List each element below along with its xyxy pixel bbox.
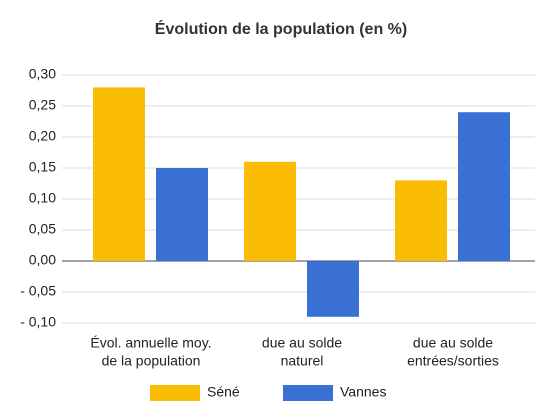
y-tick-label: 0,05 — [29, 221, 56, 237]
y-tick-label: 0,30 — [29, 66, 56, 82]
x-tick-label: entrées/sorties — [407, 353, 499, 369]
bar — [307, 261, 359, 317]
legend-label: Vannes — [340, 384, 386, 400]
legend-label: Séné — [207, 384, 240, 400]
y-tick-label: 0,15 — [29, 159, 56, 175]
bar — [93, 87, 145, 262]
bar — [395, 180, 447, 261]
bar — [458, 112, 510, 261]
x-tick-label: naturel — [281, 353, 324, 369]
x-tick-label: due au solde — [413, 335, 493, 351]
x-tick-label: de la population — [102, 353, 201, 369]
x-tick-label: due au solde — [262, 335, 342, 351]
legend-swatch — [283, 385, 333, 401]
bar — [156, 168, 208, 261]
y-tick-label: 0,25 — [29, 97, 56, 113]
y-tick-label: - 0,10 — [20, 314, 56, 330]
chart-title: Évolution de la population (en %) — [155, 19, 407, 38]
y-tick-label: - 0,05 — [20, 283, 56, 299]
bar — [244, 161, 296, 261]
y-tick-label: 0,20 — [29, 128, 56, 144]
x-tick-label: Évol. annuelle moy. — [90, 335, 211, 351]
legend-swatch — [150, 385, 200, 401]
y-tick-label: 0,10 — [29, 190, 56, 206]
y-tick-label: 0,00 — [29, 252, 56, 268]
